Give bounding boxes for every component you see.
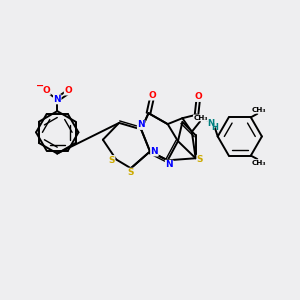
Text: O: O [148,91,156,100]
Text: N: N [137,121,145,130]
Text: O: O [64,86,72,95]
Text: CH₃: CH₃ [251,107,266,113]
Text: N: N [151,147,158,156]
Text: H: H [211,123,218,132]
Text: S: S [109,155,115,164]
Text: O: O [43,86,50,95]
Text: S: S [128,168,134,177]
Text: O: O [195,92,203,101]
Text: S: S [197,155,203,164]
Text: N: N [208,119,215,128]
Text: −: − [36,80,44,91]
Text: CH₃: CH₃ [194,115,208,121]
Text: N: N [165,160,173,169]
Text: CH₃: CH₃ [251,160,266,166]
Text: N: N [53,95,61,104]
